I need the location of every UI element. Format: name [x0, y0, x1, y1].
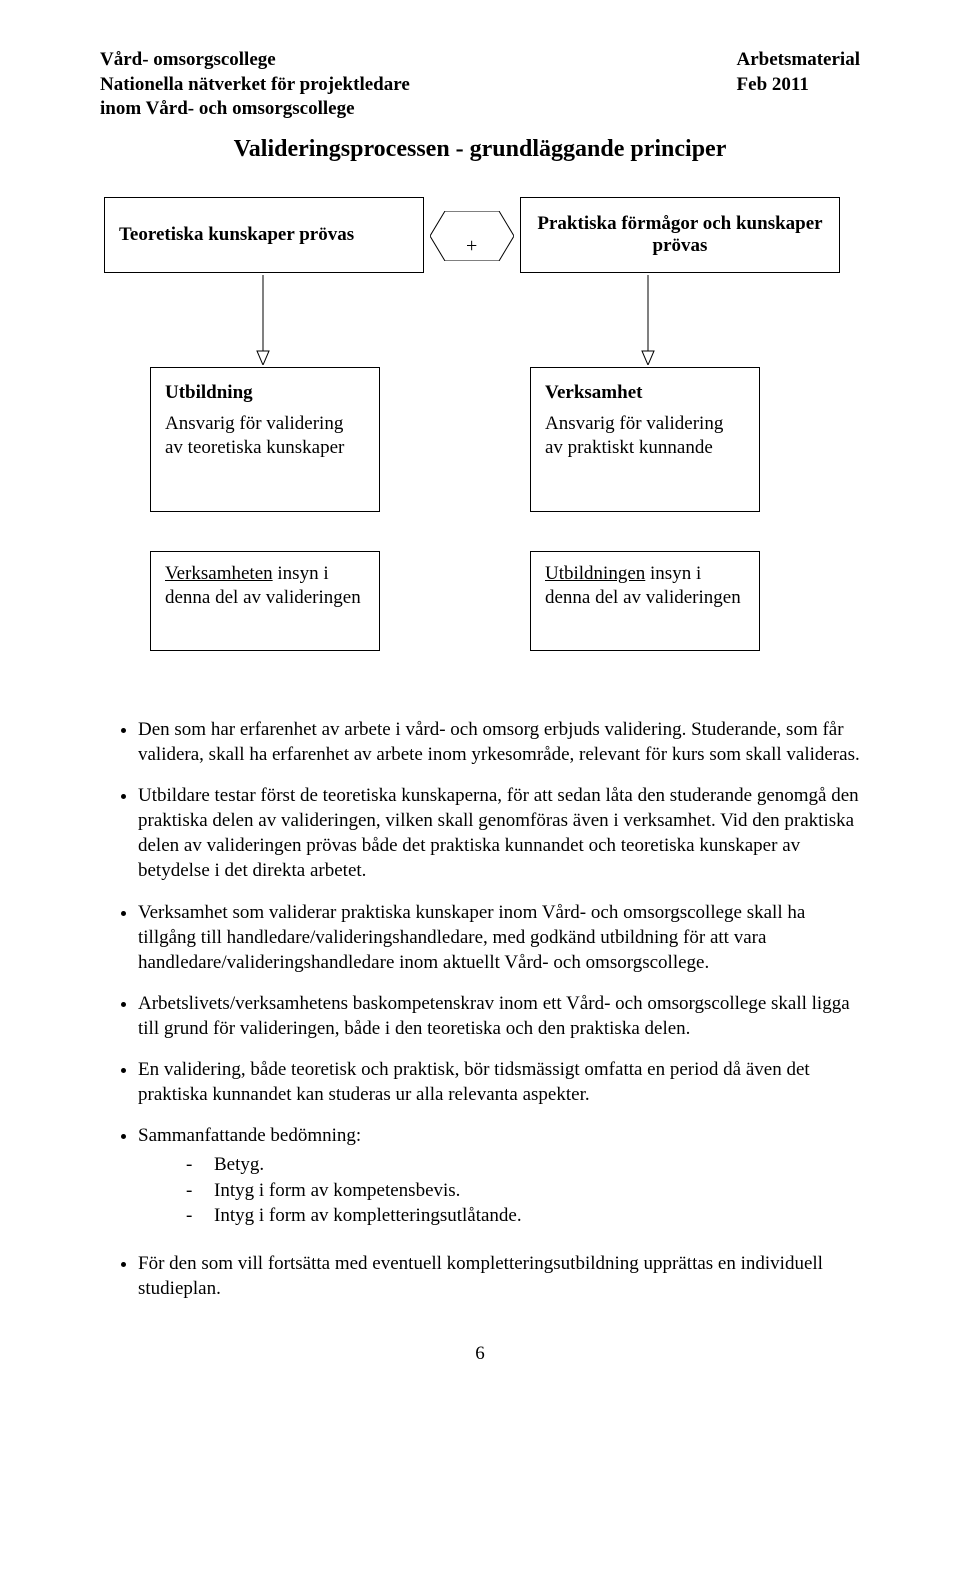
- bullet-item: Arbetslivets/verksamhetens baskompetensk…: [138, 991, 860, 1041]
- box-insyn-right-text: Utbildningen insyn i denna del av valide…: [545, 562, 745, 610]
- header-right: Arbetsmaterial Feb 2011: [737, 48, 860, 122]
- header-left-line2: Nationella nätverket för projektledare: [100, 73, 410, 98]
- process-diagram: Teoretiska kunskaper prövas + Praktiska …: [100, 197, 860, 707]
- dash-item: Intyg i form av kompletteringsutlåtande.: [186, 1203, 860, 1229]
- bullet-item: Utbildare testar först de teoretiska kun…: [138, 783, 860, 883]
- page-number: 6: [100, 1343, 860, 1365]
- box-insyn-left-text: Verksamheten insyn i denna del av valide…: [165, 562, 365, 610]
- header-left-line3: inom Vård- och omsorgscollege: [100, 97, 410, 122]
- dash-item: Intyg i form av kompetensbevis.: [186, 1178, 860, 1204]
- bullet-item-text: Sammanfattande bedömning:: [138, 1125, 361, 1146]
- dash-list: Betyg. Intyg i form av kompetensbevis. I…: [138, 1152, 860, 1229]
- box-verksamhet: Verksamhet Ansvarig för validering av pr…: [530, 367, 760, 512]
- box-theoretical-text: Teoretiska kunskaper prövas: [119, 224, 354, 246]
- box-verksamhet-title: Verksamhet: [545, 382, 745, 404]
- arrow-left: [255, 275, 271, 365]
- document-page: Vård- omsorgscollege Nationella nätverke…: [0, 0, 960, 1405]
- insyn-left-underline: Verksamheten: [165, 563, 273, 584]
- insyn-right-underline: Utbildningen: [545, 563, 645, 584]
- bullet-item: Verksamhet som validerar praktiska kunsk…: [138, 900, 860, 975]
- box-theoretical: Teoretiska kunskaper prövas: [104, 197, 424, 273]
- bullet-item: Sammanfattande bedömning: Betyg. Intyg i…: [138, 1123, 860, 1229]
- dash-item: Betyg.: [186, 1152, 860, 1178]
- arrow-down-icon: [640, 275, 656, 365]
- bullet-item: För den som vill fortsätta med eventuell…: [138, 1251, 860, 1301]
- header-left: Vård- omsorgscollege Nationella nätverke…: [100, 48, 410, 122]
- header-right-line1: Arbetsmaterial: [737, 48, 860, 73]
- box-education-title: Utbildning: [165, 382, 365, 404]
- header-left-line1: Vård- omsorgscollege: [100, 48, 410, 73]
- box-practical: Praktiska förmågor och kunskaper prövas: [520, 197, 840, 273]
- bullet-list: Den som har erfarenhet av arbete i vård-…: [100, 717, 860, 1301]
- bullet-item: En validering, både teoretisk och prakti…: [138, 1057, 860, 1107]
- bullet-item: Den som har erfarenhet av arbete i vård-…: [138, 717, 860, 767]
- box-practical-text: Praktiska förmågor och kunskaper prövas: [535, 213, 825, 257]
- header-right-line2: Feb 2011: [737, 73, 860, 98]
- document-header: Vård- omsorgscollege Nationella nätverke…: [100, 48, 860, 122]
- page-title: Valideringsprocessen - grundläggande pri…: [100, 136, 860, 163]
- arrow-right: [640, 275, 656, 365]
- plus-symbol: +: [466, 235, 477, 258]
- box-education-body: Ansvarig för validering av teoretiska ku…: [165, 412, 365, 460]
- arrow-down-icon: [255, 275, 271, 365]
- box-verksamhet-body: Ansvarig för validering av praktiskt kun…: [545, 412, 745, 460]
- box-insyn-left: Verksamheten insyn i denna del av valide…: [150, 551, 380, 651]
- box-insyn-right: Utbildningen insyn i denna del av valide…: [530, 551, 760, 651]
- box-education: Utbildning Ansvarig för validering av te…: [150, 367, 380, 512]
